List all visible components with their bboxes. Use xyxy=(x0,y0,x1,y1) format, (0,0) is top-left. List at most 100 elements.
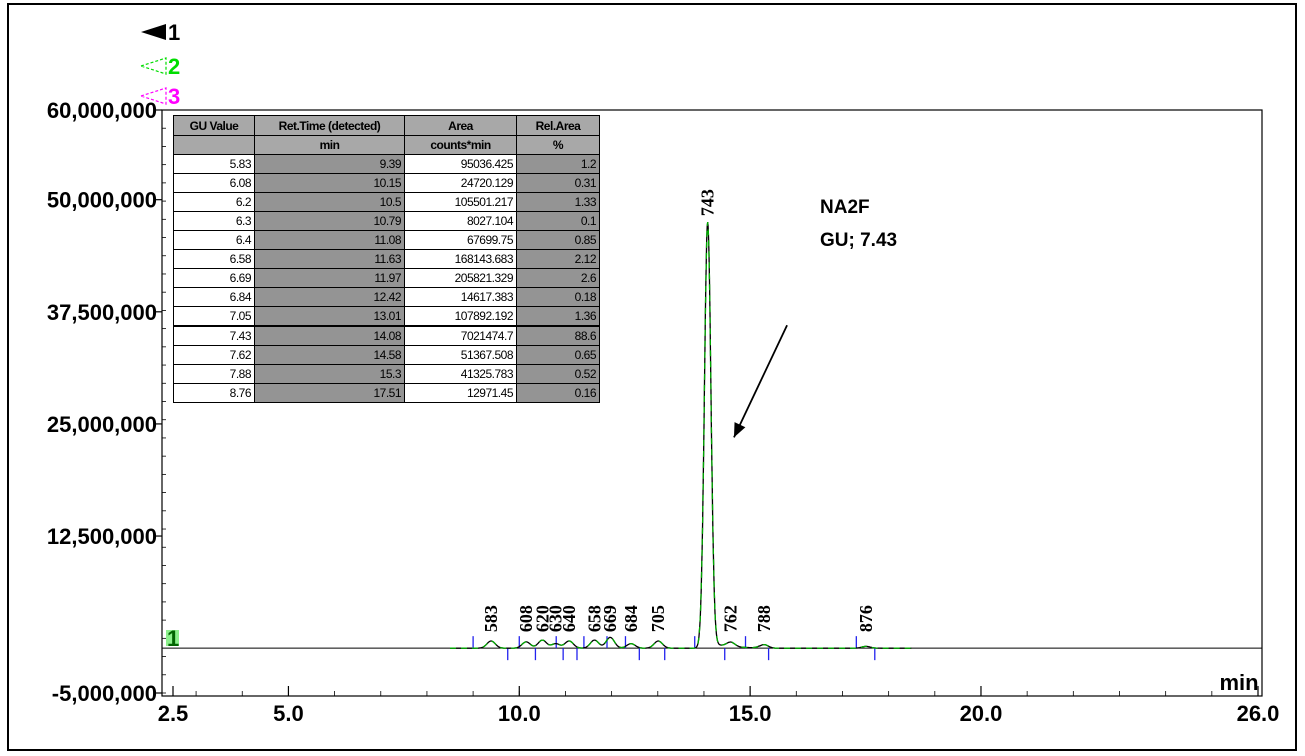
table-cell: 0.16 xyxy=(516,383,600,403)
table-cell: 10.15 xyxy=(254,173,405,193)
table-cell: 205821.329 xyxy=(404,268,517,288)
legend-marker xyxy=(139,87,167,105)
table-cell: 7.88 xyxy=(173,364,255,384)
table-cell: 0.1 xyxy=(516,211,600,231)
annotation-line1: NA2F xyxy=(820,197,870,218)
table-cell: 6.58 xyxy=(173,249,255,269)
table-cell: 11.97 xyxy=(254,268,405,288)
peak-label: 743 xyxy=(698,189,718,216)
peak-table: GU Value Ret.Time (detected) Area Rel.Ar… xyxy=(173,115,600,403)
legend-label: 2 xyxy=(168,54,180,79)
table-cell: 2.12 xyxy=(516,249,600,269)
peak-label: 669 xyxy=(600,605,620,632)
annotation-arrowhead xyxy=(733,422,746,438)
x-axis-label: min xyxy=(1219,670,1258,695)
y-tick-label: 25,000,000 xyxy=(47,412,157,437)
table-row: 5.83 9.39 95036.425 1.2 xyxy=(173,154,600,174)
table-cell: 10.79 xyxy=(254,211,405,231)
table-cell: 14.58 xyxy=(254,345,405,365)
baseline-marker: 1 xyxy=(167,626,179,651)
table-row: 7.88 15.3 41325.783 0.52 xyxy=(173,364,600,384)
table-cell: 6.84 xyxy=(173,287,255,307)
table-row: 6.58 11.63 168143.683 2.12 xyxy=(173,249,600,269)
table-cell: 0.65 xyxy=(516,345,600,365)
col-gu-value: GU Value xyxy=(173,115,255,136)
table-cell: 6.69 xyxy=(173,268,255,288)
table-cell: 41325.783 xyxy=(404,364,517,384)
table-cell: 2.6 xyxy=(516,268,600,288)
legend-label: 3 xyxy=(168,84,180,109)
table-cell: 7.43 xyxy=(173,325,255,346)
peak-label: 608 xyxy=(516,605,536,632)
table-row: 7.62 14.58 51367.508 0.65 xyxy=(173,345,600,365)
y-tick-label: -5,000,000 xyxy=(52,681,157,706)
table-row: 6.08 10.15 24720.129 0.31 xyxy=(173,173,600,193)
table-cell: 105501.217 xyxy=(404,192,517,212)
peak-label: 583 xyxy=(481,605,501,632)
x-tick-label: 20.0 xyxy=(960,701,1003,726)
table-cell: 8.76 xyxy=(173,383,255,403)
table-cell: 7.62 xyxy=(173,345,255,365)
peak-label: 630 xyxy=(546,605,566,632)
y-tick-label: 50,000,000 xyxy=(47,188,157,213)
peak-label: 658 xyxy=(585,605,605,632)
table-cell: 5.83 xyxy=(173,154,255,174)
table-cell: 0.18 xyxy=(516,287,600,307)
unit-rel-area: % xyxy=(516,135,600,155)
table-cell: 9.39 xyxy=(254,154,405,174)
table-cell: 10.5 xyxy=(254,192,405,212)
annotation-line2: GU; 7.43 xyxy=(820,230,897,251)
table-cell: 14.08 xyxy=(254,325,405,346)
table-cell: 13.01 xyxy=(254,306,405,327)
table-cell: 1.36 xyxy=(516,306,600,327)
x-tick-label: 2.5 xyxy=(158,701,189,726)
table-cell: 17.51 xyxy=(254,383,405,403)
peak-label: 684 xyxy=(621,605,641,632)
peak-label: 762 xyxy=(721,605,741,632)
legend-label: 1 xyxy=(168,20,180,45)
table-cell: 6.2 xyxy=(173,192,255,212)
table-cell: 1.33 xyxy=(516,192,600,212)
x-tick-label: 5.0 xyxy=(273,701,304,726)
table-cell: 51367.508 xyxy=(404,345,517,365)
table-units-row: min counts*min % xyxy=(173,135,600,155)
baseline-marker-highlight xyxy=(166,630,179,646)
table-row: 8.76 17.51 12971.45 0.16 xyxy=(173,383,600,403)
legend-marker xyxy=(139,57,167,75)
peak-label: 640 xyxy=(559,605,579,632)
x-tick-label: 10.0 xyxy=(498,701,541,726)
table-cell: 11.63 xyxy=(254,249,405,269)
plot-area-border xyxy=(161,109,1263,697)
table-cell: 15.3 xyxy=(254,364,405,384)
table-cell: 14617.383 xyxy=(404,287,517,307)
table-row: 6.4 11.08 67699.75 0.85 xyxy=(173,230,600,250)
table-row: 6.2 10.5 105501.217 1.33 xyxy=(173,192,600,212)
table-cell: 0.31 xyxy=(516,173,600,193)
table-cell: 7021474.7 xyxy=(404,325,517,346)
col-area: Area xyxy=(404,115,517,136)
table-row: 6.84 12.42 14617.383 0.18 xyxy=(173,287,600,307)
table-cell: 12.42 xyxy=(254,287,405,307)
table-cell: 11.08 xyxy=(254,230,405,250)
annotation-arrow xyxy=(733,324,788,438)
table-cell: 168143.683 xyxy=(404,249,517,269)
legend-marker xyxy=(141,24,166,40)
x-tick-label: 26.0 xyxy=(1237,701,1280,726)
table-cell: 107892.192 xyxy=(404,306,517,327)
peak-label: 876 xyxy=(856,605,876,632)
table-cell: 12971.45 xyxy=(404,383,517,403)
table-cell: 1.2 xyxy=(516,154,600,174)
table-cell: 67699.75 xyxy=(404,230,517,250)
table-cell: 8027.104 xyxy=(404,211,517,231)
table-cell: 6.4 xyxy=(173,230,255,250)
peak-label: 788 xyxy=(754,605,774,632)
unit-ret-time: min xyxy=(254,135,405,155)
table-cell: 7.05 xyxy=(173,306,255,327)
unit-gu-value xyxy=(173,135,255,155)
unit-area: counts*min xyxy=(404,135,517,155)
table-cell: 0.85 xyxy=(516,230,600,250)
table-cell: 24720.129 xyxy=(404,173,517,193)
table-row: 6.69 11.97 205821.329 2.6 xyxy=(173,268,600,288)
y-tick-label: 12,500,000 xyxy=(47,524,157,549)
